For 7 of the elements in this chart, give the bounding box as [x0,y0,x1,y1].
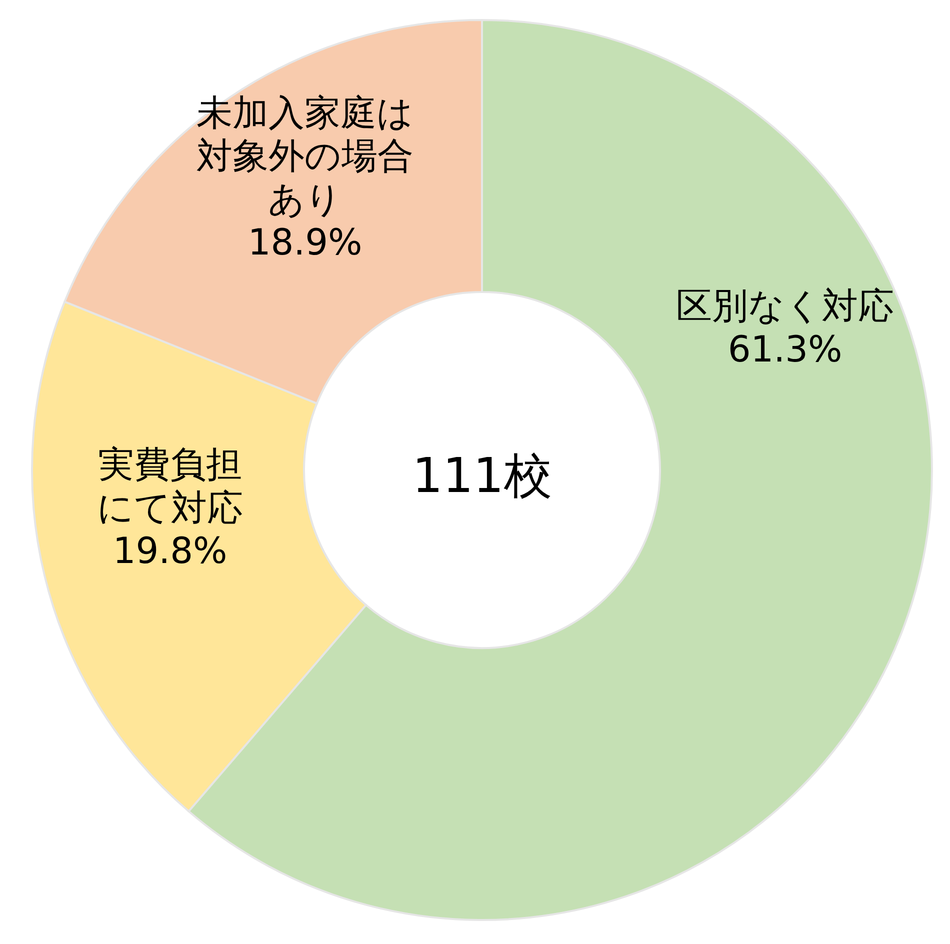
text: 111校 [412,448,552,504]
slice-label: 未加入家庭は対象外の場合あり [196,93,414,220]
data-label: 18.9% [248,222,362,264]
slice-label: 実費負担にて対応 [97,444,243,529]
slice-label: 区別なく対応 [676,286,894,328]
data-label: 19.8% [112,531,228,572]
data-label: 61.3% [728,329,842,370]
